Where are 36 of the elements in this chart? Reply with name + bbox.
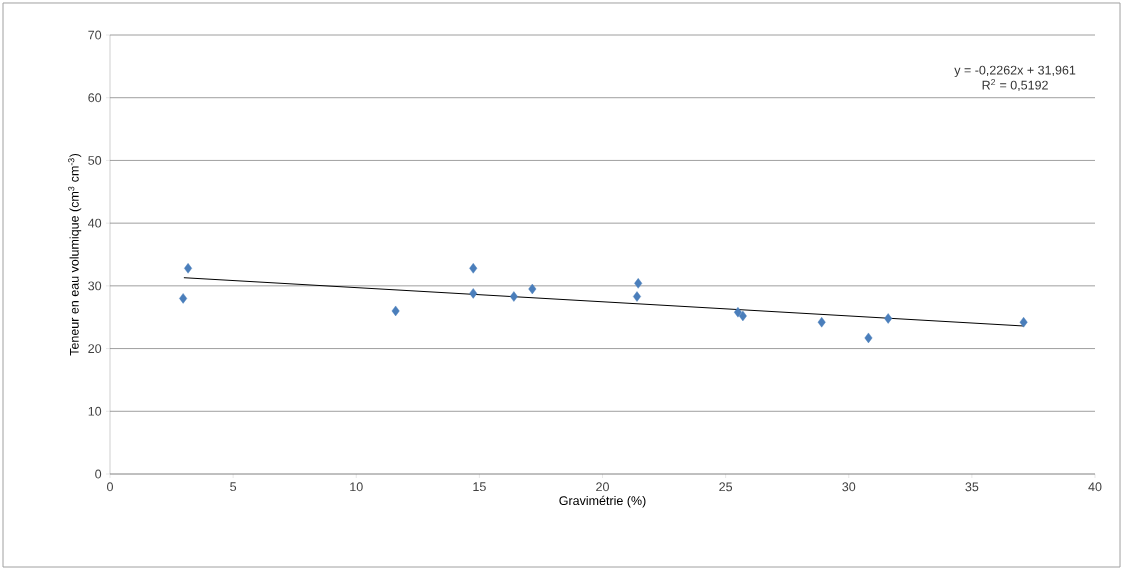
- point: [884, 313, 893, 324]
- y-tick-label: 30: [88, 281, 102, 291]
- point: [634, 278, 643, 289]
- point: [184, 263, 193, 274]
- y-tick-label: 40: [88, 218, 102, 228]
- point: [391, 305, 400, 317]
- annotation: R$^{2}$ = 0,5192: [982, 78, 1048, 92]
- x-tick-label: 0: [107, 482, 113, 492]
- point: [179, 293, 188, 304]
- x-axis-title: Gravimétrie (%): [559, 495, 646, 508]
- y-tick-label: 70: [88, 30, 102, 40]
- point: [734, 307, 742, 318]
- point: [469, 263, 478, 274]
- y-tick-label: 20: [88, 344, 102, 353]
- x-tick-label: 35: [965, 482, 979, 492]
- y-axis-title: Teneur en eau volumique (cm$^{3}$ cm$^{-3}$): [68, 153, 82, 356]
- annotation: y = -0,2262x + 31,961: [954, 65, 1076, 78]
- point: [469, 288, 478, 299]
- x-tick-label: 30: [842, 482, 856, 492]
- x-tick-label: 10: [350, 482, 363, 492]
- point: [633, 291, 641, 302]
- x-tick-label: 20: [596, 482, 609, 492]
- point: [509, 291, 518, 302]
- y-tick-label: 10: [88, 406, 102, 416]
- point: [864, 332, 873, 344]
- y-tick-label: 50: [88, 156, 102, 165]
- point: [738, 310, 747, 322]
- point: [817, 317, 826, 328]
- point: [528, 283, 537, 295]
- y-tick-label: 60: [88, 93, 102, 103]
- x-tick-label: 25: [719, 482, 733, 492]
- x-tick-label: 5: [230, 482, 237, 492]
- point: [1019, 317, 1028, 328]
- x-tick-label: 40: [1088, 482, 1102, 492]
- y-tick-label: 0: [95, 469, 102, 479]
- x-tick-label: 15: [473, 482, 486, 492]
